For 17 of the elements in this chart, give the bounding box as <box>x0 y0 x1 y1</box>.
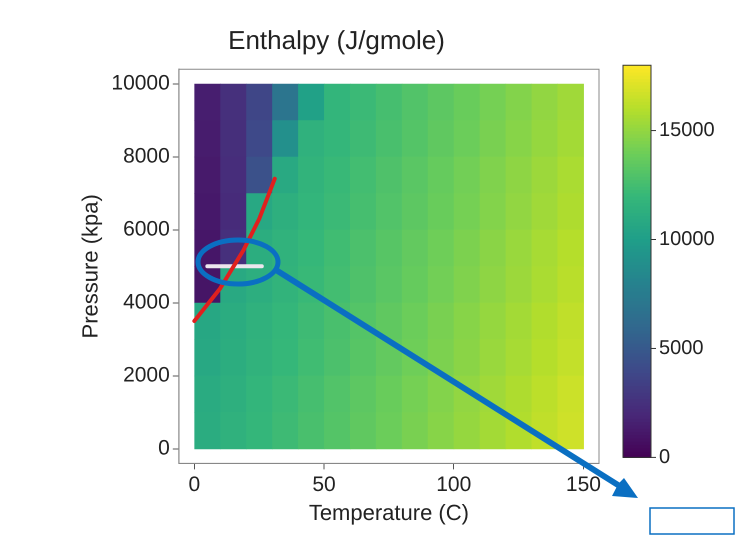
y-axis-title: Pressure (kpa) <box>77 194 102 338</box>
x-tick-label: 0 <box>188 472 200 496</box>
x-tick-label: 150 <box>566 472 601 496</box>
x-tick-label: 50 <box>312 472 336 496</box>
x-axis-title: Temperature (C) <box>308 500 469 525</box>
y-tick-label: 6000 <box>123 218 170 241</box>
color-bar-label: 5000 <box>659 336 704 359</box>
x-tick-label: 100 <box>436 472 472 496</box>
y-tick-label: 4000 <box>123 290 170 314</box>
y-tick-label: 10000 <box>111 72 170 95</box>
color-bar-label: 10000 <box>659 228 715 250</box>
chart-title: Enthalpy (J/gmole) <box>228 24 445 55</box>
y-tick-label: 8000 <box>123 144 170 168</box>
color-bar-label: 0 <box>659 446 670 468</box>
y-tick-label: 2000 <box>123 364 170 387</box>
color-bar-label: 15000 <box>659 119 715 142</box>
y-tick-label: 0 <box>158 436 170 460</box>
